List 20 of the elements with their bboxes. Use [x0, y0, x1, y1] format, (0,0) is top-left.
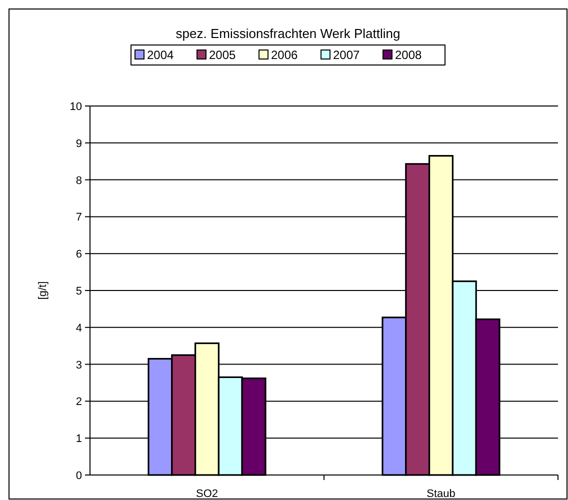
legend-label: 2007 — [333, 48, 360, 62]
legend-label: 2004 — [147, 48, 174, 62]
chart-title: spez. Emissionsfrachten Werk Plattling — [176, 26, 400, 41]
y-tick-label: 9 — [76, 138, 82, 150]
legend-label: 2008 — [395, 48, 422, 62]
x-tick-label: Staub — [426, 488, 456, 500]
y-tick-label: 10 — [70, 101, 82, 113]
legend-label: 2005 — [209, 48, 236, 62]
y-tick-label: 5 — [76, 286, 82, 298]
y-tick-label: 0 — [76, 470, 82, 482]
legend-label: 2006 — [271, 48, 298, 62]
y-tick-label: 8 — [76, 174, 82, 187]
y-tick-label: 4 — [76, 322, 82, 334]
y-tick-label: 2 — [76, 396, 82, 408]
x-tick-label: SO2 — [196, 488, 218, 500]
y-axis-title: [g/t] — [37, 281, 49, 300]
y-tick-label: 3 — [76, 359, 82, 372]
y-tick-label: 6 — [76, 248, 82, 261]
y-tick-label: 7 — [76, 212, 82, 224]
y-tick-label: 1 — [76, 433, 82, 446]
